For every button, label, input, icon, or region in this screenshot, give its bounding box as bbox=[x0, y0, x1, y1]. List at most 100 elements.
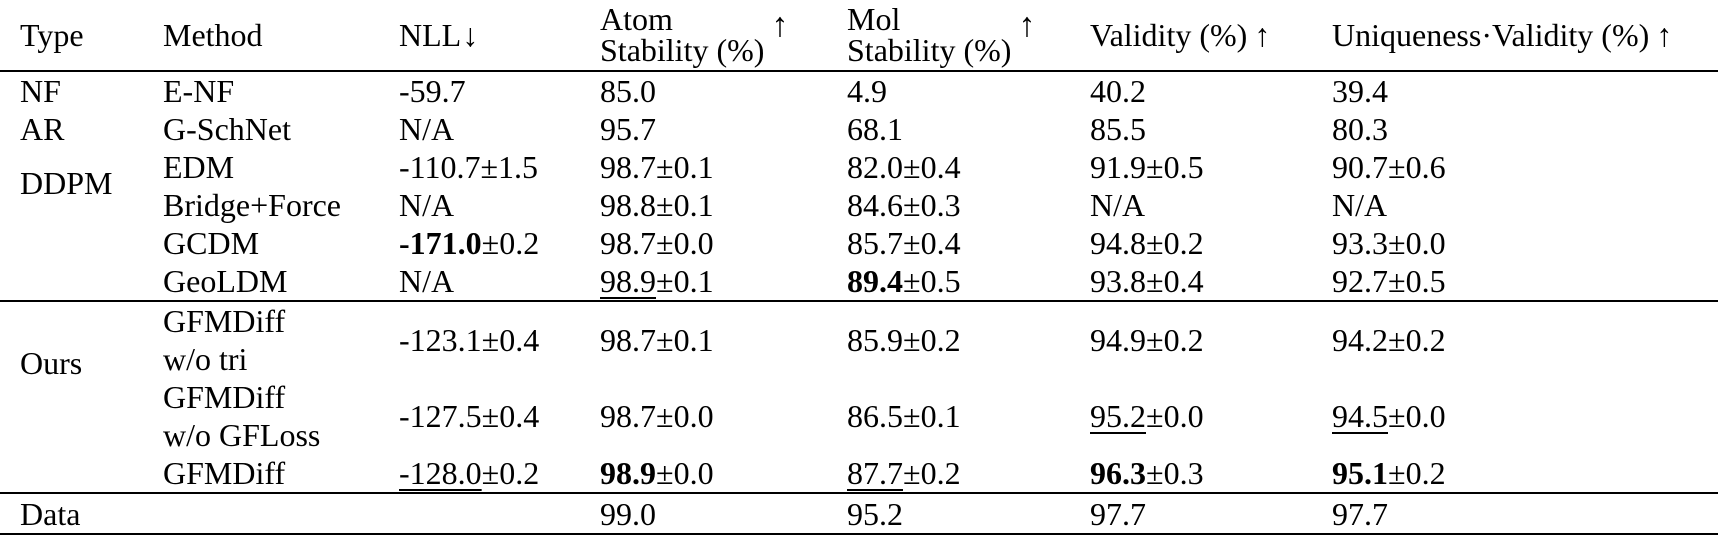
error-margin: ±0.1 bbox=[656, 187, 714, 223]
cell-method: GeoLDM bbox=[163, 262, 399, 302]
value: -123.1 bbox=[399, 322, 482, 358]
value: 98.7 bbox=[600, 322, 656, 358]
cell-nll: -128.0±0.2 bbox=[399, 454, 600, 494]
value: 99.0 bbox=[600, 495, 656, 532]
value: 80.3 bbox=[1332, 111, 1388, 147]
error-margin: ±0.0 bbox=[656, 455, 714, 491]
cell-atom-stability: 95.7 bbox=[600, 110, 847, 148]
error-margin: ±0.1 bbox=[656, 263, 714, 299]
error-margin: ±0.2 bbox=[1388, 322, 1446, 358]
value: 94.8 bbox=[1090, 225, 1146, 261]
error-margin: ±0.3 bbox=[903, 187, 961, 223]
error-margin: ±0.2 bbox=[481, 225, 540, 261]
col-header-label: NLL bbox=[399, 17, 462, 53]
error-margin: ±0.4 bbox=[1146, 263, 1204, 299]
cell-nll: -171.0±0.2 bbox=[399, 224, 600, 262]
error-margin: ±0.2 bbox=[1146, 225, 1204, 261]
cell-mol-stability: 68.1 bbox=[847, 110, 1090, 148]
value: 96.3 bbox=[1090, 455, 1146, 491]
error-margin: ±0.5 bbox=[1146, 149, 1204, 185]
cell-type: Data bbox=[0, 493, 163, 535]
cell-type: NF bbox=[20, 73, 61, 109]
cell-nll: -59.7 bbox=[399, 71, 600, 110]
cell-method: GCDM bbox=[163, 225, 260, 261]
value: 90.7 bbox=[1332, 149, 1388, 185]
cell-atom-stability: 98.7±0.1 bbox=[600, 301, 847, 378]
header-two-line-wrap: Atom Stability (%) ↑ bbox=[600, 1, 847, 66]
error-margin: ±0.6 bbox=[1388, 149, 1446, 185]
value: 84.6 bbox=[847, 187, 903, 223]
col-header-method: Method bbox=[163, 0, 399, 72]
cell-validity: 95.2±0.0 bbox=[1090, 378, 1332, 454]
cell-uniqueness-validity: 90.7±0.6 bbox=[1332, 148, 1718, 186]
cell-method: GFMDiff w/o GFLoss bbox=[163, 379, 321, 453]
error-margin: ±0.5 bbox=[903, 263, 961, 299]
value: 85.5 bbox=[1090, 111, 1146, 147]
value: 68.1 bbox=[847, 111, 903, 147]
cell-atom-stability: 98.9±0.1 bbox=[600, 262, 847, 302]
cell-atom-stability: 98.8±0.1 bbox=[600, 186, 847, 224]
cell-uniqueness-validity: N/A bbox=[1332, 186, 1718, 224]
cell-validity: N/A bbox=[1090, 186, 1332, 224]
table-row: Bridge+Force N/A 98.8±0.1 84.6±0.3 N/A N… bbox=[0, 186, 1718, 224]
error-margin: ±0.2 bbox=[903, 322, 961, 358]
cell-method: GFMDiff w/o tri bbox=[163, 303, 286, 377]
cell-uniqueness-validity: 94.2±0.2 bbox=[1332, 301, 1718, 378]
cell-atom-stability: 98.7±0.1 bbox=[600, 148, 847, 186]
value: 95.2 bbox=[1090, 398, 1146, 434]
error-margin: ±0.2 bbox=[903, 455, 961, 491]
col-header-atom-stability: Atom Stability (%) ↑ bbox=[600, 0, 847, 72]
table-row: Ours GFMDiff w/o tri -123.1±0.4 98.7±0.1… bbox=[0, 301, 1718, 494]
col-header-label: Atom bbox=[600, 1, 673, 37]
cell-method: Bridge+Force bbox=[163, 187, 341, 223]
up-arrow-icon: ↑ bbox=[1254, 17, 1271, 53]
value: -59.7 bbox=[399, 73, 466, 109]
cell-nll: N/A bbox=[399, 110, 600, 148]
value: 85.0 bbox=[600, 73, 656, 109]
up-arrow-icon: ↑ bbox=[771, 7, 789, 44]
cell-nll bbox=[399, 493, 600, 535]
table-row: DDPM EDM -110.7±1.5 98.7±0.1 82.0±0.4 91… bbox=[0, 148, 1718, 302]
type-group-label-ddpm: DDPM bbox=[0, 148, 163, 302]
value: N/A bbox=[399, 111, 455, 147]
error-margin: ±0.4 bbox=[903, 225, 961, 261]
error-margin: ±0.4 bbox=[481, 322, 540, 358]
value: 85.7 bbox=[847, 225, 903, 261]
header-two-line-wrap: Mol Stability (%) ↑ bbox=[847, 3, 1090, 68]
cell-atom-stability: 98.9±0.0 bbox=[600, 454, 847, 494]
cell-mol-stability: 85.9±0.2 bbox=[847, 301, 1090, 378]
value: 95.2 bbox=[847, 495, 903, 532]
type-group-label-ours: Ours bbox=[0, 301, 163, 494]
value: 87.7 bbox=[847, 455, 903, 491]
cell-mol-stability: 85.7±0.4 bbox=[847, 224, 1090, 262]
col-header-label: Type bbox=[20, 17, 84, 53]
value: 94.2 bbox=[1332, 322, 1388, 358]
value: 95.7 bbox=[600, 111, 656, 147]
table-row: GFMDiff -128.0±0.2 98.9±0.0 87.7±0.2 96.… bbox=[0, 454, 1718, 494]
value: N/A bbox=[399, 263, 455, 299]
cell-uniqueness-validity: 95.1±0.2 bbox=[1332, 454, 1718, 494]
col-header-label: Stability (%) bbox=[847, 32, 1012, 68]
down-arrow-icon: ↓ bbox=[462, 17, 479, 53]
cell-mol-stability: 89.4±0.5 bbox=[847, 262, 1090, 302]
cell-validity: 85.5 bbox=[1090, 110, 1332, 148]
cell-validity: 93.8±0.4 bbox=[1090, 262, 1332, 302]
cell-validity: 94.8±0.2 bbox=[1090, 224, 1332, 262]
value: N/A bbox=[1332, 187, 1388, 223]
error-margin: ±0.2 bbox=[1146, 322, 1204, 358]
cell-validity: 96.3±0.3 bbox=[1090, 454, 1332, 494]
value: -110.7 bbox=[399, 149, 481, 185]
cell-nll: -110.7±1.5 bbox=[399, 148, 600, 186]
value: 98.7 bbox=[600, 225, 656, 261]
value: 95.1 bbox=[1332, 455, 1388, 491]
value: -128.0 bbox=[399, 455, 482, 491]
cell-type: AR bbox=[20, 111, 65, 147]
value: 39.4 bbox=[1332, 73, 1388, 109]
cell-nll: -123.1±0.4 bbox=[399, 301, 600, 378]
cell-validity: 40.2 bbox=[1090, 71, 1332, 110]
value: 97.7 bbox=[1332, 495, 1388, 532]
col-header-label: Uniqueness·Validity (%) bbox=[1332, 17, 1650, 53]
up-arrow-icon: ↑ bbox=[1018, 7, 1036, 44]
cell-validity: 94.9±0.2 bbox=[1090, 301, 1332, 378]
